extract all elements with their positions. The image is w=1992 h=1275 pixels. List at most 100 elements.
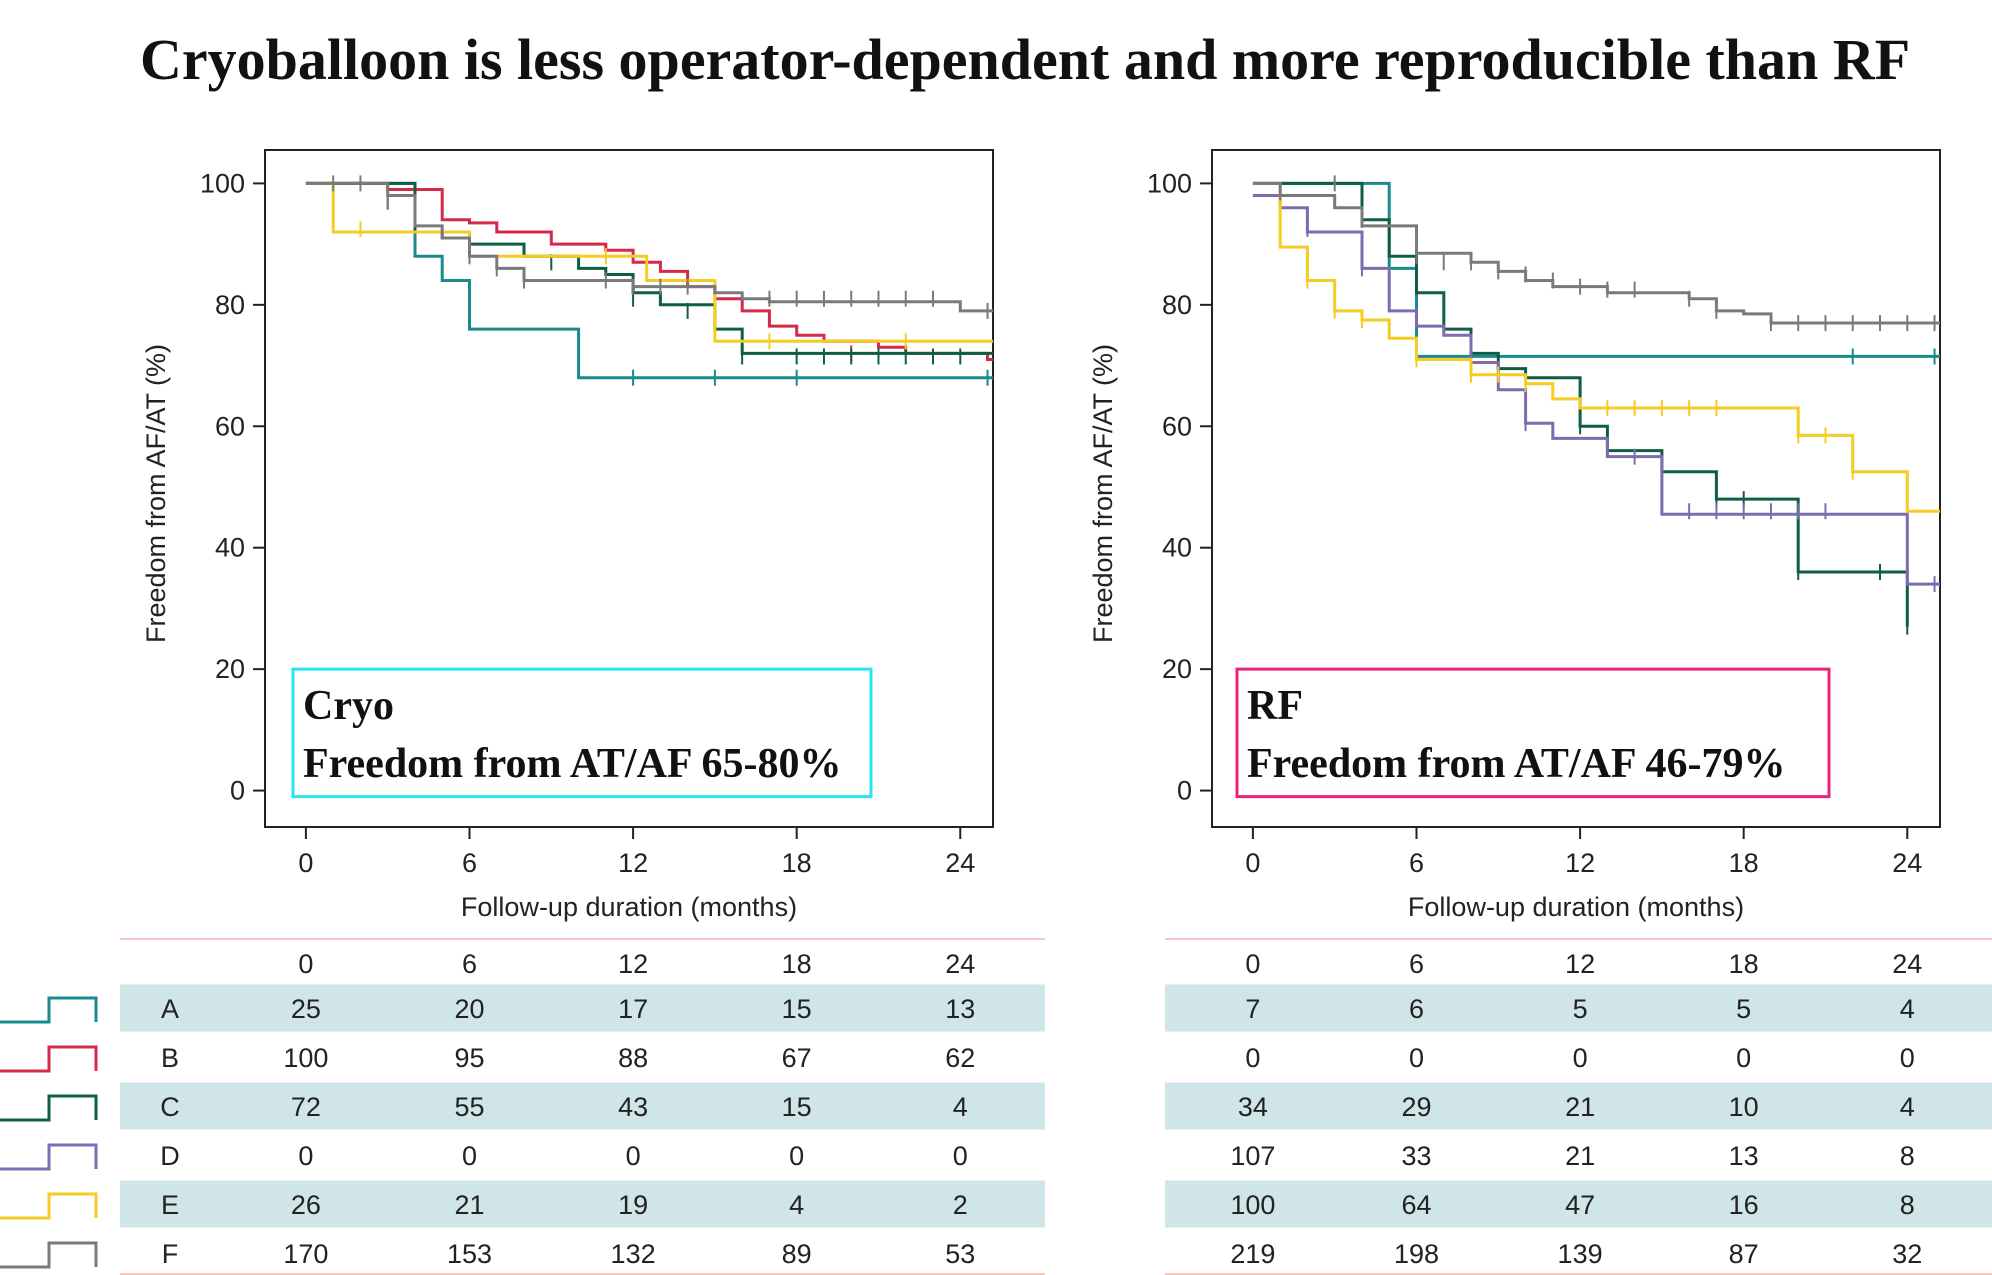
table-cell: 19 — [618, 1190, 648, 1220]
table-row-label: E — [161, 1190, 179, 1220]
table-cell: 198 — [1394, 1239, 1439, 1269]
table-cell: 0 — [1736, 1043, 1751, 1073]
table-cell: 0 — [626, 1141, 641, 1171]
x-tick-label: 12 — [1565, 848, 1595, 878]
table-cell: 32 — [1892, 1239, 1922, 1269]
annotation-box-title: RF — [1247, 683, 1303, 729]
table-cell: 5 — [1573, 994, 1588, 1024]
table-header-time: 12 — [1565, 949, 1595, 979]
km-curve-d-rf — [1252, 194, 1940, 586]
table-cell: 0 — [1245, 1043, 1260, 1073]
table-cell: 15 — [782, 994, 812, 1024]
table-row-label: D — [160, 1141, 180, 1171]
table-cell: 26 — [291, 1190, 321, 1220]
table-row-shade — [120, 984, 1045, 1032]
table-cell: 4 — [1900, 1092, 1915, 1122]
risk-table-rf: 0 6 12 18 24 7 6 5 5 4 0 0 0 0 0 34 29 21 10 4 107 33 21 13 8 100… — [1165, 938, 1992, 1275]
table-cell: 55 — [454, 1092, 484, 1122]
km-curve-f-rf — [1252, 181, 1940, 325]
table-cell: 62 — [945, 1043, 975, 1073]
table-header-time: 18 — [1729, 949, 1759, 979]
table-cell: 219 — [1230, 1239, 1275, 1269]
table-cell: 53 — [945, 1239, 975, 1269]
table-cell: 7 — [1245, 994, 1260, 1024]
km-curve-b-cryo — [305, 181, 993, 361]
table-cell: 0 — [1573, 1043, 1588, 1073]
table-row-shade — [120, 1180, 1045, 1228]
legend-step-icon-c — [0, 1094, 98, 1122]
table-cell: 43 — [618, 1092, 648, 1122]
table-cell: 0 — [953, 1141, 968, 1171]
table-cell: 89 — [782, 1239, 812, 1269]
table-cell: 6 — [1409, 994, 1424, 1024]
table-cell: 95 — [454, 1043, 484, 1073]
y-tick-label: 60 — [215, 411, 245, 441]
table-cell: 100 — [1230, 1190, 1275, 1220]
table-cell: 0 — [298, 1141, 313, 1171]
y-tick-label: 60 — [1162, 411, 1192, 441]
annotation-box-text: Freedom from AT/AF 46-79% — [1247, 741, 1786, 787]
table-cell: 34 — [1238, 1092, 1268, 1122]
table-cell: 17 — [618, 994, 648, 1024]
legend-step-icon-a — [0, 996, 98, 1024]
table-cell: 13 — [1729, 1141, 1759, 1171]
y-tick-label: 20 — [215, 654, 245, 684]
x-tick-label: 0 — [1245, 848, 1260, 878]
x-tick-label: 6 — [1409, 848, 1424, 878]
table-cell: 64 — [1401, 1190, 1431, 1220]
table-header-time: 18 — [782, 949, 812, 979]
table-cell: 33 — [1401, 1141, 1431, 1171]
table-row-shade — [1165, 984, 1992, 1032]
table-cell: 13 — [945, 994, 975, 1024]
x-tick-label: 24 — [1892, 848, 1922, 878]
table-cell: 4 — [953, 1092, 968, 1122]
table-header-time: 24 — [945, 949, 975, 979]
table-cell: 25 — [291, 994, 321, 1024]
table-cell: 8 — [1900, 1141, 1915, 1171]
table-cell: 4 — [1900, 994, 1915, 1024]
x-axis-title: Follow-up duration (months) — [461, 892, 797, 922]
legend-step-icon-b — [0, 1045, 98, 1073]
table-header-time: 0 — [1245, 949, 1260, 979]
chart-panel-cryo: 0 20 40 60 80 100 0 6 12 18 24 Follow-up duration (… — [141, 149, 994, 922]
annotation-box-cryo — [291, 667, 873, 799]
km-curve-e-cryo — [305, 181, 993, 343]
table-cell: 0 — [1409, 1043, 1424, 1073]
table-header-time: 0 — [298, 949, 313, 979]
table-cell: 21 — [454, 1190, 484, 1220]
table-row-shade — [1165, 1180, 1992, 1228]
table-cell: 139 — [1558, 1239, 1603, 1269]
chart-panel-rf: 0 20 40 60 80 100 0 6 12 18 24 Follow-up duration (… — [1088, 149, 1941, 922]
table-cell: 107 — [1230, 1141, 1275, 1171]
legend-step-icon-e — [0, 1192, 98, 1220]
table-header-time: 24 — [1892, 949, 1922, 979]
table-cell: 20 — [454, 994, 484, 1024]
table-cell: 87 — [1729, 1239, 1759, 1269]
table-header-time: 6 — [1409, 949, 1424, 979]
legend-step-icon-d — [0, 1143, 98, 1171]
x-tick-label: 0 — [298, 848, 313, 878]
y-tick-label: 100 — [1147, 168, 1192, 198]
table-row-label: F — [162, 1239, 179, 1269]
table-header-time: 12 — [618, 949, 648, 979]
x-tick-label: 12 — [618, 848, 648, 878]
y-tick-label: 100 — [200, 168, 245, 198]
y-axis-title: Freedom from AF/AT (%) — [141, 344, 171, 643]
table-cell: 21 — [1565, 1092, 1595, 1122]
table-cell: 153 — [447, 1239, 492, 1269]
table-cell: 0 — [462, 1141, 477, 1171]
table-cell: 132 — [611, 1239, 656, 1269]
y-axis-title: Freedom from AF/AT (%) — [1088, 344, 1118, 643]
km-curve-a-rf — [1252, 181, 1940, 358]
table-cell: 72 — [291, 1092, 321, 1122]
plot-frame — [264, 149, 994, 828]
annotation-box-rf — [1235, 667, 1831, 799]
annotation-box-title: Cryo — [303, 683, 394, 729]
table-cell: 16 — [1729, 1190, 1759, 1220]
annotation-box-text: Freedom from AT/AF 65-80% — [303, 741, 842, 787]
legend-step-icon-f — [0, 1241, 98, 1269]
table-cell: 100 — [283, 1043, 328, 1073]
table-cell: 8 — [1900, 1190, 1915, 1220]
